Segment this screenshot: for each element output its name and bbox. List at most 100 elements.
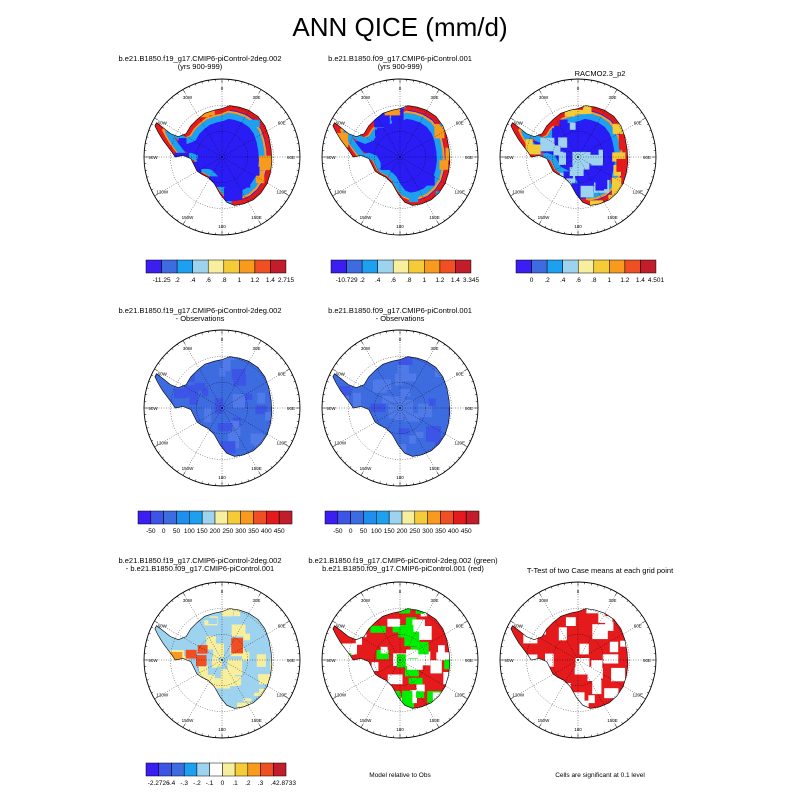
map-cell	[384, 106, 401, 116]
map-tick	[651, 136, 654, 138]
map-tick	[241, 81, 243, 84]
map-tick	[335, 200, 338, 202]
map-tick	[188, 589, 191, 592]
colorbar-2: -10.729.2 .4 .6 .8 1 1.2 1.4 3.345	[330, 259, 480, 284]
map-tick	[146, 176, 149, 178]
map-cell	[577, 121, 591, 132]
map-tick	[188, 337, 191, 340]
map-tick	[518, 205, 520, 208]
map-tick	[448, 466, 451, 468]
map-tick	[201, 733, 203, 736]
colorbar-label: 450	[461, 528, 472, 535]
map-tick	[265, 219, 267, 222]
map-cell	[197, 158, 213, 169]
meridian-line	[360, 407, 401, 476]
map-cell	[255, 435, 267, 451]
map-tick	[326, 182, 329, 184]
map-tick	[332, 117, 337, 121]
map-tick	[241, 481, 243, 484]
map-tick	[507, 123, 510, 126]
meridian-line	[399, 659, 440, 728]
map-tick	[324, 679, 327, 681]
panel-title-6-line1: b.e21.B1850.f19_g17.CMIP6-piControl-2deg…	[118, 556, 282, 565]
map-cell	[407, 659, 423, 670]
meridian-label: 150W	[182, 718, 195, 723]
meridian-line	[577, 156, 618, 225]
map-cell	[370, 183, 386, 196]
map-tick	[631, 101, 634, 104]
map-tick	[458, 708, 460, 711]
map-tick	[502, 639, 505, 641]
map-tick	[253, 589, 256, 592]
map-cell	[238, 393, 253, 400]
colorbar-label: .8	[221, 277, 227, 284]
map-tick	[436, 471, 440, 476]
map-cell	[251, 166, 260, 176]
map-tick	[241, 584, 243, 587]
map-tick	[166, 461, 169, 464]
map-cell	[416, 684, 425, 692]
map-tick	[431, 86, 434, 89]
meridian-label: 180	[218, 224, 226, 229]
map-tick	[270, 215, 273, 217]
map-tick	[609, 86, 612, 89]
meridian-line	[182, 407, 223, 476]
meridian-label: 60E	[278, 624, 286, 629]
map-tick	[636, 708, 638, 711]
map-cell	[228, 433, 240, 449]
map-tick	[171, 718, 174, 720]
map-tick	[290, 188, 293, 191]
map-cell	[228, 608, 243, 609]
map-cell	[239, 634, 251, 647]
meridian-line	[154, 156, 223, 197]
colorbar-label: 0	[530, 277, 534, 284]
map-cell	[174, 152, 189, 164]
map-cell	[445, 147, 450, 161]
map-tick	[471, 633, 474, 635]
map-cell	[203, 152, 213, 163]
map-cell	[415, 431, 424, 438]
colorbar-swatch	[254, 259, 271, 274]
colorbar-swatch	[266, 510, 280, 525]
meridian-line	[221, 620, 290, 661]
colorbar-swatch	[330, 259, 347, 274]
map-tick	[473, 427, 476, 429]
map-cell	[259, 155, 272, 171]
map-tick	[462, 703, 465, 705]
meridian-line	[332, 117, 401, 158]
colorbar-swatch	[240, 510, 254, 525]
map-tick	[293, 182, 296, 184]
map-tick	[468, 626, 471, 629]
map-tick	[290, 374, 293, 377]
map-cell	[231, 624, 246, 637]
map-cell	[605, 621, 614, 631]
panel-title-1: b.e21.B1850.f19_g17.CMIP6-piControl-2deg…	[90, 55, 310, 71]
map-tick	[344, 352, 347, 355]
latitude-circle	[170, 608, 274, 712]
map-tick	[621, 722, 623, 725]
map-panel-7: 0 30E 60E 90E 120E 150E 180 150W 120W 90W 60W 30W	[321, 581, 479, 739]
colorbar-label: 50	[173, 528, 181, 535]
meridian-line	[577, 659, 646, 700]
map-cell	[208, 617, 217, 624]
colorbar-label: .8	[591, 277, 597, 284]
map-cell	[388, 404, 401, 419]
meridian-line	[332, 368, 401, 409]
map-cell	[196, 655, 207, 667]
map-cell	[273, 408, 279, 419]
map-cell	[356, 171, 370, 186]
map-cell	[417, 403, 433, 416]
map-tick	[463, 193, 468, 197]
map-tick	[468, 123, 471, 126]
map-cell	[183, 385, 199, 397]
map-cell	[230, 420, 240, 434]
map-tick	[538, 89, 542, 94]
map-tick	[453, 352, 456, 355]
map-tick	[295, 176, 298, 178]
map-tick	[265, 470, 267, 473]
colorbar-label: 1.2	[250, 277, 259, 284]
map-cell	[249, 119, 260, 128]
map-cell	[168, 652, 183, 661]
map-tick	[609, 728, 612, 731]
map-tick	[471, 130, 474, 132]
